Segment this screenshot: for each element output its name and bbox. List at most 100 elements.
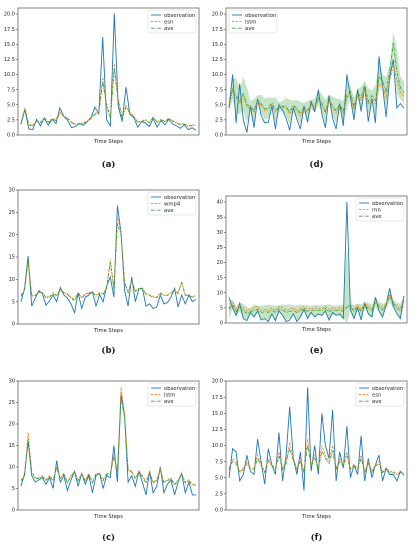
x-axis-label: Time Steps xyxy=(301,327,331,333)
panel-e: 0 5 10 15 20 25 30 35 40 Time Steps observationrnn… xyxy=(217,195,408,333)
y-axis: 0.0 2.5 5.0 7.5 10.0 12.5 15.0 17.5 20.0 xyxy=(212,379,226,514)
legend-box xyxy=(147,382,197,407)
y-tick-label: 12.5 xyxy=(212,427,223,433)
legend-label: wmp4 xyxy=(164,201,181,207)
y-tick-label: 0.0 xyxy=(215,133,223,139)
y-tick-label: 17.5 xyxy=(4,27,15,33)
series-line-ave xyxy=(228,43,405,114)
y-tick-label: 10.0 xyxy=(4,72,15,78)
y-tick-label: 5.0 xyxy=(7,102,15,108)
caption-letter: e xyxy=(314,346,320,356)
x-axis-label: Time Steps xyxy=(93,514,123,520)
y-tick-label: 17.5 xyxy=(212,27,223,33)
panel-f: 0.0 2.5 5.0 7.5 10.0 12.5 15.0 17.5 20.0 Time Ste… xyxy=(212,379,408,520)
y-tick-label: 0 xyxy=(220,321,223,327)
x-axis-label: Time Steps xyxy=(93,139,123,145)
y-tick-label: 20.0 xyxy=(4,12,15,18)
y-tick-label: 10 xyxy=(9,277,15,283)
y-tick-label: 7.5 xyxy=(215,87,223,93)
y-tick-label: 0.0 xyxy=(7,133,15,139)
legend-label: esn xyxy=(164,19,173,25)
y-tick-label: 15 xyxy=(9,255,15,261)
legend-box xyxy=(355,382,405,407)
legend-box xyxy=(147,9,197,34)
caption-close-paren: ) xyxy=(111,532,115,543)
y-tick-label: 20.0 xyxy=(212,379,223,385)
legend-label: ave xyxy=(164,399,174,405)
y-tick-label: 20.0 xyxy=(212,12,223,18)
y-tick-label: 2.5 xyxy=(7,118,15,124)
y-tick-label: 5 xyxy=(12,299,15,305)
y-tick-label: 10.0 xyxy=(212,72,223,78)
legend-label: ave xyxy=(372,214,382,220)
series-line-lstm xyxy=(228,65,405,117)
y-axis: 0 5 10 15 20 25 30 xyxy=(9,188,18,328)
y-axis: 0.0 2.5 5.0 7.5 10.0 12.5 15.0 17.5 20.0 xyxy=(4,12,18,139)
y-tick-label: 15 xyxy=(217,275,223,281)
series-line-ave xyxy=(20,398,196,486)
legend-label: ave xyxy=(245,26,255,32)
panel-d: 0.0 2.5 5.0 7.5 10.0 12.5 15.0 17.5 20.0 Time Ste… xyxy=(212,7,408,145)
caption-open-paren: ( xyxy=(311,532,315,543)
y-tick-label: 5.0 xyxy=(215,102,223,108)
plot-frame xyxy=(225,7,408,136)
y-tick-label: 35 xyxy=(217,215,223,221)
legend-label: ave xyxy=(372,399,382,405)
series-line-observation xyxy=(20,205,197,315)
y-tick-label: 25 xyxy=(9,400,15,406)
series-line-lstm xyxy=(20,387,196,485)
caption-open-paren: ( xyxy=(310,345,314,356)
y-tick-label: 2.5 xyxy=(215,492,223,498)
legend-box xyxy=(228,9,278,34)
legend-label: ave xyxy=(164,26,174,32)
series-line-observation xyxy=(228,56,405,133)
caption-letter: c xyxy=(106,533,111,543)
legend-label: observation xyxy=(164,13,195,19)
y-tick-label: 40 xyxy=(217,200,223,206)
panel-caption: (f) xyxy=(311,532,323,543)
panel-a: 0.0 2.5 5.0 7.5 10.0 12.5 15.0 17.5 20.0 Time Ste… xyxy=(4,7,200,145)
y-tick-label: 0 xyxy=(12,508,15,514)
series-line-ave xyxy=(20,69,197,127)
y-tick-label: 0.0 xyxy=(215,508,223,514)
series-line-observation xyxy=(228,201,405,323)
y-tick-label: 10.0 xyxy=(212,443,223,449)
caption-open-paren: ( xyxy=(102,532,106,543)
caption-letter: a xyxy=(106,160,112,170)
y-tick-label: 30 xyxy=(217,230,223,236)
panel-caption: (a) xyxy=(102,159,116,170)
caption-close-paren: ) xyxy=(318,532,322,543)
y-tick-label: 30 xyxy=(9,188,15,194)
series-line-rnn xyxy=(228,293,405,312)
y-axis: 0.0 2.5 5.0 7.5 10.0 12.5 15.0 17.5 20.0 xyxy=(212,12,226,139)
caption-letter: f xyxy=(315,533,319,543)
series-line-observation xyxy=(20,393,196,496)
y-tick-label: 10 xyxy=(9,465,15,471)
legend-label: observation xyxy=(164,195,195,201)
confidence-band xyxy=(229,31,404,125)
y-tick-label: 5.0 xyxy=(215,475,223,481)
series-line-ave xyxy=(228,445,405,477)
caption-close-paren: ) xyxy=(320,159,324,170)
y-tick-label: 5 xyxy=(220,306,223,312)
y-tick-label: 5 xyxy=(12,486,15,492)
plot-frame xyxy=(17,7,200,136)
caption-close-paren: ) xyxy=(112,345,116,356)
y-tick-label: 10 xyxy=(217,290,223,296)
legend-label: rnn xyxy=(372,207,381,213)
panel-caption: (b) xyxy=(101,345,115,356)
y-tick-label: 2.5 xyxy=(215,118,223,124)
legend-label: observation xyxy=(372,386,403,392)
legend-box xyxy=(147,191,197,216)
y-tick-label: 25 xyxy=(9,210,15,216)
series-line-observation xyxy=(20,13,197,131)
caption-close-paren: ) xyxy=(319,345,323,356)
series-line-ave xyxy=(228,294,405,314)
y-tick-label: 30 xyxy=(9,379,15,385)
